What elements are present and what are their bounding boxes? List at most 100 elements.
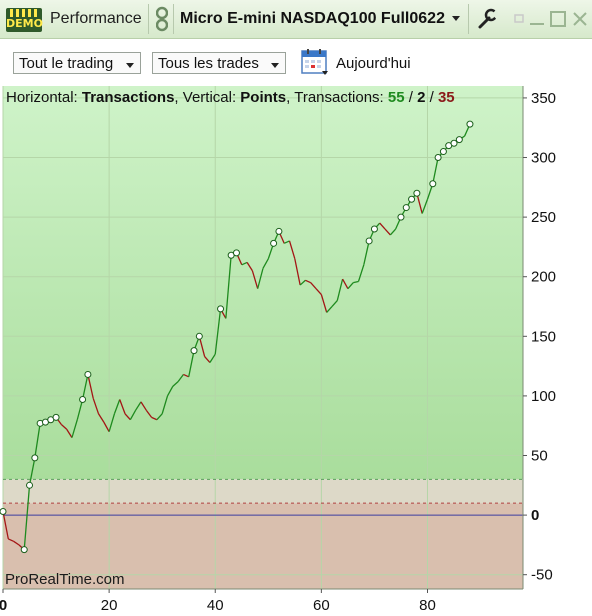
equity-segment	[353, 280, 359, 284]
instrument-selector[interactable]: Micro E-mini NASDAQ100 Full0622	[180, 10, 445, 27]
equity-segment	[357, 264, 365, 282]
trade-marker	[217, 305, 225, 313]
equity-segment	[421, 199, 429, 214]
equity-segment	[305, 279, 312, 284]
equity-segment	[204, 356, 211, 363]
calendar-icon[interactable]	[300, 47, 330, 77]
close-icon[interactable]	[571, 10, 589, 28]
equity-segment	[140, 401, 147, 411]
equity-segment	[23, 485, 31, 550]
trade-marker	[26, 481, 34, 489]
minimize-icon[interactable]	[528, 10, 546, 28]
trade-marker	[439, 148, 447, 156]
trade-marker	[455, 136, 463, 144]
equity-segment	[363, 240, 370, 265]
trade-marker	[270, 239, 278, 247]
equity-segment	[288, 240, 296, 260]
equity-segment	[135, 401, 142, 411]
equity-segment	[225, 255, 232, 319]
equity-segment	[166, 386, 174, 397]
equity-segment	[326, 306, 333, 313]
equity-segment	[151, 416, 158, 421]
equity-segment	[283, 240, 290, 244]
equity-segment	[214, 308, 222, 355]
equity-segment	[389, 228, 397, 236]
toolbar: Tout le trading Tous les trades Aujourd'…	[0, 40, 592, 86]
equity-segment	[315, 288, 322, 296]
equity-segment	[432, 157, 439, 184]
equity-curve-plot: 350 300 250 200 150 100 50 0 -50 0 20 40 60 80	[0, 86, 556, 614]
winning-trades-count: 55	[387, 89, 405, 106]
window-title: Performance	[50, 10, 142, 27]
equity-segment	[183, 373, 189, 378]
trade-marker	[52, 413, 60, 421]
equity-segment	[97, 413, 105, 423]
equity-segment	[161, 395, 169, 414]
equity-segment	[145, 409, 153, 418]
equity-segment	[384, 228, 391, 236]
equity-segment	[379, 222, 386, 230]
trade-marker	[370, 225, 378, 233]
wrench-icon[interactable]	[476, 8, 498, 30]
trade-marker	[450, 139, 458, 147]
equity-segment	[129, 409, 137, 421]
trades-filter-dropdown[interactable]: Tous les trades	[152, 52, 286, 74]
y-tick-label: -50	[531, 567, 553, 584]
trade-marker	[466, 120, 474, 128]
equity-segment	[262, 258, 269, 269]
equity-segment	[28, 457, 36, 486]
equity-segment	[92, 398, 100, 414]
trade-marker	[408, 195, 416, 203]
equity-segment	[336, 278, 344, 301]
link-icon[interactable]	[156, 6, 168, 32]
watermark: ProRealTime.com	[5, 571, 125, 588]
y-tick-label: 100	[531, 388, 556, 405]
performance-chart[interactable]: 350 300 250 200 150 100 50 0 -50 0 20 40 60 80 Horizo…	[0, 86, 592, 616]
equity-segment	[251, 270, 259, 289]
y-tick-label: 0	[531, 507, 539, 524]
y-tick-label: 350	[531, 90, 556, 107]
equity-segment	[188, 350, 195, 377]
equity-segment	[119, 399, 126, 415]
y-tick-label: 150	[531, 328, 556, 345]
equity-segment	[124, 413, 131, 421]
chevron-down-icon[interactable]	[452, 16, 460, 21]
equity-segment	[2, 511, 9, 540]
equity-segment	[8, 538, 14, 542]
equity-segment	[342, 278, 349, 289]
equity-segment	[156, 413, 163, 421]
y-tick-label: 300	[531, 150, 556, 167]
equity-segment	[34, 423, 41, 458]
profit-zone	[3, 86, 523, 480]
trade-marker	[275, 227, 283, 235]
equity-segment	[246, 262, 253, 272]
equity-segment	[108, 413, 116, 432]
trade-marker	[402, 204, 410, 212]
equity-segment	[347, 282, 354, 290]
equity-segment	[60, 424, 68, 430]
equity-segment	[172, 381, 179, 387]
equity-segment	[66, 428, 73, 438]
trade-marker	[190, 347, 198, 355]
trade-marker	[434, 154, 442, 162]
y-tick-label: 200	[531, 269, 556, 286]
trade-marker	[413, 189, 421, 197]
trading-filter-dropdown[interactable]: Tout le trading	[13, 52, 141, 74]
equity-segment	[71, 419, 78, 438]
trade-marker	[31, 454, 39, 462]
trade-marker	[365, 237, 373, 245]
x-tick-label: 20	[101, 597, 118, 614]
y-tick-label: 250	[531, 209, 556, 226]
equity-segment	[209, 353, 216, 363]
trade-marker	[0, 508, 7, 516]
equity-segment	[241, 261, 248, 266]
divider	[468, 4, 469, 34]
x-tick-label: 0	[0, 597, 7, 614]
equity-segment	[177, 374, 184, 382]
equity-segment	[13, 540, 20, 546]
period-label[interactable]: Aujourd'hui	[336, 55, 411, 72]
maximize-icon[interactable]	[549, 10, 567, 28]
x-tick-label: 80	[419, 597, 436, 614]
restore-icon[interactable]	[510, 10, 528, 28]
neutral-trades-count: 2	[417, 89, 426, 106]
